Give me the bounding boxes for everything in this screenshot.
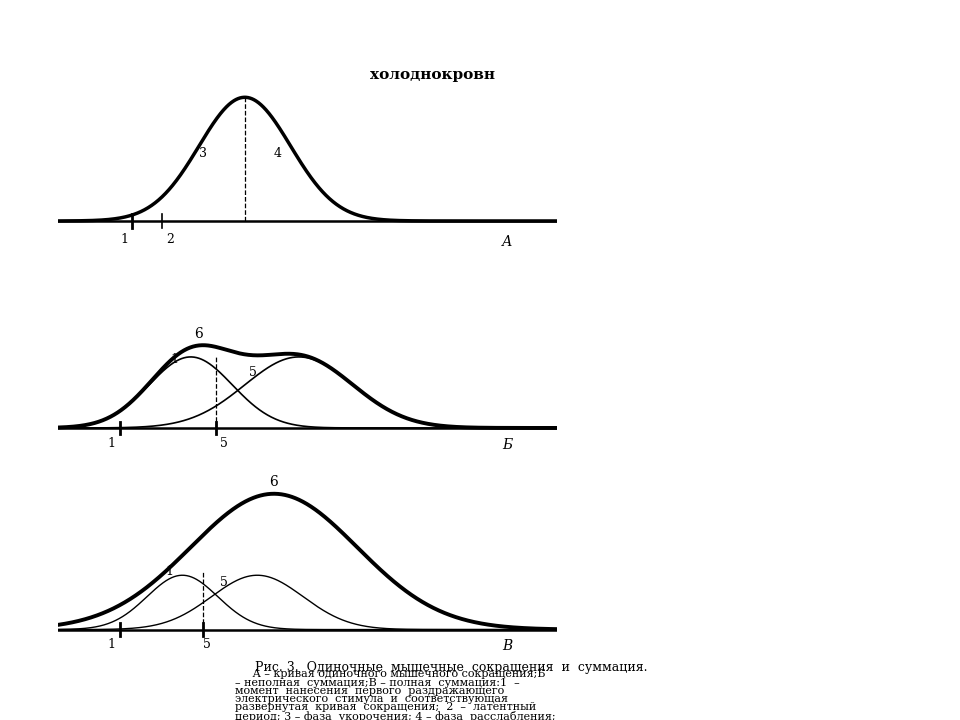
Text: 5: 5	[250, 366, 257, 379]
Text: холоднокровн: холоднокровн	[370, 68, 494, 82]
Text: 4: 4	[275, 147, 282, 160]
Text: 5: 5	[220, 437, 228, 450]
Text: 1: 1	[120, 233, 129, 246]
Text: 5: 5	[204, 639, 211, 652]
Text: Б: Б	[502, 438, 512, 452]
Text: 6: 6	[270, 475, 278, 490]
Text: период; 3 – фаза  укорочения; 4 – фаза  расслабления;: период; 3 – фаза укорочения; 4 – фаза ра…	[235, 711, 556, 720]
Text: 1: 1	[170, 354, 178, 366]
Text: 5: 5	[220, 576, 228, 589]
Text: электрического  стимула  и  соответствующая: электрического стимула и соответствующая	[235, 694, 508, 704]
Text: – неполная  суммация;В – полная  суммация:1  –: – неполная суммация;В – полная суммация:…	[235, 678, 520, 688]
Text: 1: 1	[108, 437, 116, 450]
Text: А – кривая одиночного мышечного сокращения;Б: А – кривая одиночного мышечного сокращен…	[235, 670, 545, 679]
Text: 6: 6	[195, 327, 204, 341]
Text: 3: 3	[200, 147, 207, 160]
Text: 5 - момент нанесения второго раздражающего: 5 - момент нанесения второго раздражающе…	[235, 719, 511, 720]
Text: 2: 2	[166, 233, 174, 246]
Text: В: В	[502, 639, 512, 654]
Text: момент  нанесения  первого  раздражающего: момент нанесения первого раздражающего	[235, 685, 504, 696]
Text: А: А	[502, 235, 512, 248]
Text: Рис. 3.  Одиночные  мышечные  сокращения  и  суммация.: Рис. 3. Одиночные мышечные сокращения и …	[235, 661, 648, 674]
Text: 1: 1	[108, 639, 116, 652]
Text: 1: 1	[166, 565, 174, 578]
Text: развернутая  кривая  сокращения;  2  –  латентный: развернутая кривая сокращения; 2 – латен…	[235, 703, 537, 712]
